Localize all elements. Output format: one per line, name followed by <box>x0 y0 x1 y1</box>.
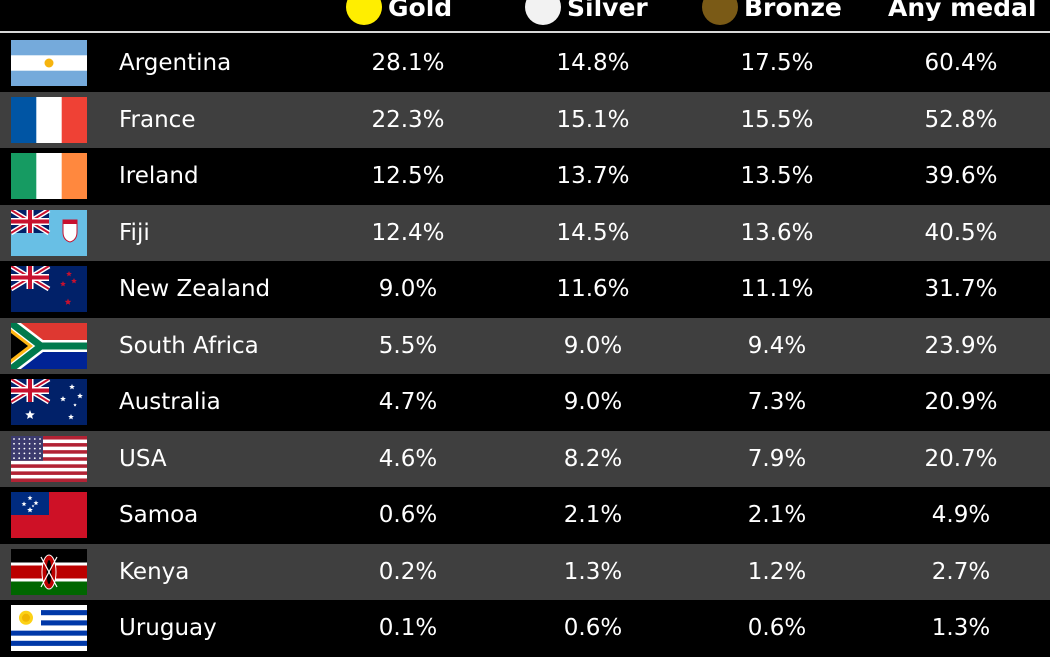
country-name: Ireland <box>119 163 199 190</box>
silver-cell: 11.6% <box>556 276 630 303</box>
gold-cell: 12.5% <box>371 163 445 190</box>
bronze-dot-icon <box>702 0 738 25</box>
gold-cell: 0.2% <box>378 558 438 585</box>
silver-cell: 9.0% <box>563 332 623 359</box>
gold-cell: 5.5% <box>378 332 438 359</box>
table-row: Kenya 0.2% 1.3% 1.2% 2.7% <box>0 543 1050 600</box>
any-medal-cell: 52.8% <box>924 106 998 133</box>
table-row: Ireland 12.5% 13.7% 13.5% 39.6% <box>0 148 1050 205</box>
silver-cell: 15.1% <box>556 106 630 133</box>
france-flag-icon <box>11 96 87 143</box>
any-medal-cell: 60.4% <box>924 50 998 77</box>
samoa-flag-icon <box>11 492 87 538</box>
silver-dot-icon <box>525 0 561 25</box>
silver-cell: 9.0% <box>563 389 623 416</box>
table-row: Samoa 0.6% 2.1% 2.1% 4.9% <box>0 487 1050 544</box>
any-medal-cell: 23.9% <box>924 332 998 359</box>
silver-cell: 2.1% <box>563 502 623 529</box>
table-row: Australia 4.7% 9.0% 7.3% 20.9% <box>0 374 1050 431</box>
new-zealand-flag-icon <box>11 266 87 312</box>
any-medal-cell: 1.3% <box>931 615 991 642</box>
bronze-cell: 15.5% <box>740 106 814 133</box>
header-bronze: Bronze <box>702 0 842 25</box>
bronze-cell: 9.4% <box>747 332 807 359</box>
header-any-medal-label: Any medal <box>888 0 1037 22</box>
country-name: USA <box>119 445 167 472</box>
any-medal-cell: 40.5% <box>924 219 998 246</box>
any-medal-cell: 20.7% <box>924 445 998 472</box>
ireland-flag-icon <box>11 153 87 199</box>
gold-cell: 0.1% <box>378 615 438 642</box>
gold-cell: 28.1% <box>371 50 445 77</box>
table-row: Argentina 28.1% 14.8% 17.5% 60.4% <box>0 35 1050 92</box>
australia-flag-icon <box>11 379 87 425</box>
table-row: New Zealand 9.0% 11.6% 11.1% 31.7% <box>0 261 1050 318</box>
bronze-cell: 1.2% <box>747 558 807 585</box>
any-medal-cell: 2.7% <box>931 558 991 585</box>
bronze-cell: 7.9% <box>747 445 807 472</box>
south-africa-flag-icon <box>11 322 87 369</box>
bronze-cell: 17.5% <box>740 50 814 77</box>
country-name: Kenya <box>119 558 190 585</box>
country-name: Uruguay <box>119 615 217 642</box>
gold-cell: 0.6% <box>378 502 438 529</box>
header-silver: Silver <box>525 0 648 25</box>
header-gold-label: Gold <box>388 0 453 22</box>
usa-flag-icon <box>11 435 87 482</box>
bronze-cell: 7.3% <box>747 389 807 416</box>
country-name: France <box>119 106 196 133</box>
header-any-medal: Any medal <box>888 0 1037 22</box>
gold-cell: 4.6% <box>378 445 438 472</box>
gold-cell: 9.0% <box>378 276 438 303</box>
any-medal-cell: 31.7% <box>924 276 998 303</box>
silver-cell: 1.3% <box>563 558 623 585</box>
silver-cell: 14.5% <box>556 219 630 246</box>
silver-cell: 8.2% <box>563 445 623 472</box>
silver-cell: 14.8% <box>556 50 630 77</box>
country-name: South Africa <box>119 332 259 359</box>
table-row: Fiji 12.4% 14.5% 13.6% 40.5% <box>0 204 1050 261</box>
bronze-cell: 0.6% <box>747 615 807 642</box>
table-row: Uruguay 0.1% 0.6% 0.6% 1.3% <box>0 600 1050 657</box>
any-medal-cell: 39.6% <box>924 163 998 190</box>
header-gold: Gold <box>346 0 453 25</box>
gold-cell: 22.3% <box>371 106 445 133</box>
any-medal-cell: 4.9% <box>931 502 991 529</box>
country-name: Australia <box>119 389 221 416</box>
country-name: New Zealand <box>119 276 271 303</box>
table-row: South Africa 5.5% 9.0% 9.4% 23.9% <box>0 317 1050 374</box>
table-row: France 22.3% 15.1% 15.5% 52.8% <box>0 91 1050 148</box>
header-silver-label: Silver <box>567 0 648 22</box>
fiji-flag-icon <box>11 209 87 256</box>
header-bronze-label: Bronze <box>744 0 842 22</box>
kenya-flag-icon <box>11 548 87 595</box>
any-medal-cell: 20.9% <box>924 389 998 416</box>
silver-cell: 0.6% <box>563 615 623 642</box>
argentina-flag-icon <box>11 40 87 86</box>
country-name: Argentina <box>119 50 232 77</box>
table-header: Gold Silver Bronze Any medal <box>0 0 1050 33</box>
bronze-cell: 2.1% <box>747 502 807 529</box>
bronze-cell: 13.5% <box>740 163 814 190</box>
country-name: Samoa <box>119 502 199 529</box>
silver-cell: 13.7% <box>556 163 630 190</box>
gold-cell: 12.4% <box>371 219 445 246</box>
bronze-cell: 11.1% <box>740 276 814 303</box>
country-name: Fiji <box>119 219 150 246</box>
gold-cell: 4.7% <box>378 389 438 416</box>
gold-dot-icon <box>346 0 382 25</box>
bronze-cell: 13.6% <box>740 219 814 246</box>
table-row: USA 4.6% 8.2% 7.9% 20.7% <box>0 430 1050 487</box>
header-divider <box>0 31 1050 33</box>
uruguay-flag-icon <box>11 605 87 651</box>
